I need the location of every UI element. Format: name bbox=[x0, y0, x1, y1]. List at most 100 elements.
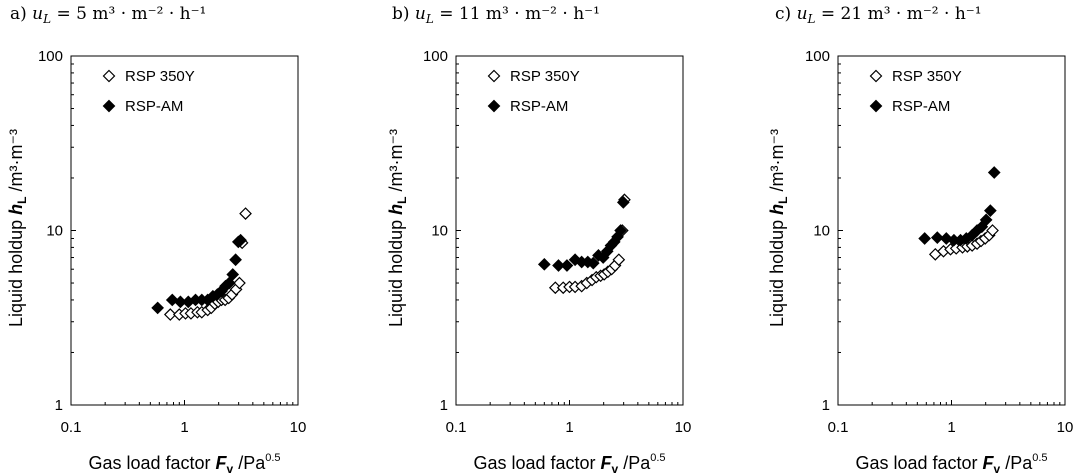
y-tick-label: 10 bbox=[46, 223, 63, 240]
data-point bbox=[222, 276, 236, 290]
legend-label: RSP-AM bbox=[892, 98, 950, 115]
x-tick-label: 0.1 bbox=[828, 419, 849, 436]
x-tick-label: 1 bbox=[180, 419, 188, 436]
panel-title: a) uL = 5 m³ · m⁻² · h⁻¹ bbox=[10, 4, 206, 26]
x-axis-label: Gas load factor Fv /Pa0.5 bbox=[88, 452, 280, 474]
data-point bbox=[939, 232, 953, 245]
series-rsp-350y bbox=[928, 224, 999, 261]
data-point bbox=[165, 293, 179, 307]
data-point bbox=[537, 257, 551, 271]
title-variable: u bbox=[32, 4, 43, 24]
x-tick-label: 0.1 bbox=[446, 419, 467, 436]
data-point bbox=[552, 259, 565, 272]
series-rsp-am bbox=[151, 233, 247, 315]
x-axis-label: Gas load factor Fv /Pa0.5 bbox=[855, 452, 1047, 474]
data-point bbox=[918, 232, 931, 245]
legend-marker bbox=[487, 69, 501, 83]
y-axis-unit: /m³·m⁻³ bbox=[386, 129, 406, 196]
y-axis-unit: /m³·m⁻³ bbox=[6, 129, 26, 196]
y-tick-label: 100 bbox=[805, 48, 830, 65]
data-point bbox=[616, 195, 630, 209]
y-tick-label: 1 bbox=[440, 397, 448, 414]
data-point bbox=[151, 301, 164, 315]
y-axis-subscript: L bbox=[15, 197, 29, 204]
data-point bbox=[239, 207, 252, 220]
x-tick-label: 0.1 bbox=[61, 419, 82, 436]
legend-label: RSP-AM bbox=[125, 98, 183, 115]
x-axis-label-text: Gas load factor bbox=[473, 453, 600, 473]
x-axis-superscript: 0.5 bbox=[1032, 452, 1047, 464]
y-axis-variable: h bbox=[386, 204, 406, 215]
legend-marker bbox=[102, 99, 116, 113]
panel-title: b) uL = 11 m³ · m⁻² · h⁻¹ bbox=[392, 4, 600, 26]
legend-label: RSP 350Y bbox=[510, 68, 580, 85]
x-axis-label-text: Gas load factor bbox=[88, 453, 215, 473]
panel-label: a) bbox=[10, 4, 32, 24]
data-point bbox=[987, 166, 1001, 179]
panel-label: c) bbox=[775, 4, 797, 24]
data-point bbox=[612, 253, 626, 267]
x-axis-variable: F bbox=[216, 453, 228, 473]
legend-label: RSP-AM bbox=[510, 98, 568, 115]
data-point bbox=[930, 231, 944, 244]
legend-marker bbox=[869, 69, 883, 83]
x-axis-unit: /Pa bbox=[1000, 453, 1033, 473]
x-axis-label: Gas load factor Fv /Pa0.5 bbox=[473, 452, 665, 474]
legend-label: RSP 350Y bbox=[125, 68, 195, 85]
series-rsp-350y bbox=[163, 207, 252, 321]
y-axis-label: Liquid holdup hL /m³·m⁻³ bbox=[767, 129, 790, 327]
y-axis-label: Liquid holdup hL /m³·m⁻³ bbox=[386, 129, 409, 327]
y-tick-label: 10 bbox=[431, 223, 448, 240]
y-axis-subscript: L bbox=[395, 197, 409, 204]
title-variable: u bbox=[415, 4, 426, 24]
series-rsp-am bbox=[537, 195, 630, 272]
data-point bbox=[614, 224, 627, 237]
panel-label: b) bbox=[392, 4, 415, 24]
data-point bbox=[233, 276, 246, 290]
title-variable: u bbox=[797, 4, 808, 24]
series-rsp-am bbox=[918, 166, 1001, 247]
legend: RSP 350Y RSP-AM bbox=[869, 68, 962, 115]
legend-marker bbox=[102, 69, 116, 83]
title-subscript: L bbox=[425, 12, 434, 26]
y-axis-unit: /m³·m⁻³ bbox=[767, 129, 787, 196]
data-point bbox=[586, 256, 600, 270]
legend-marker bbox=[869, 99, 883, 113]
y-axis-label: Liquid holdup hL /m³·m⁻³ bbox=[6, 129, 29, 327]
x-tick-label: 10 bbox=[290, 419, 307, 436]
x-axis-superscript: 0.5 bbox=[265, 452, 280, 464]
y-tick-label: 1 bbox=[822, 397, 830, 414]
y-axis-label-text: Liquid holdup bbox=[6, 215, 26, 327]
data-point bbox=[163, 308, 177, 321]
chart-panel-1: 0.1 1 10 1 10 100 a) uL = 5 m³ · m⁻² · h⁻¹ Gas … bbox=[6, 4, 306, 474]
x-tick-label: 10 bbox=[1057, 419, 1074, 436]
data-point bbox=[560, 259, 574, 272]
y-tick-label: 100 bbox=[38, 48, 63, 65]
data-point bbox=[979, 213, 993, 227]
title-subscript: L bbox=[807, 12, 816, 26]
x-tick-label: 1 bbox=[947, 419, 955, 436]
y-axis-variable: h bbox=[6, 204, 26, 215]
panel-title: c) uL = 21 m³ · m⁻² · h⁻¹ bbox=[775, 4, 982, 26]
y-axis-variable: h bbox=[767, 204, 787, 215]
y-axis-label-text: Liquid holdup bbox=[386, 215, 406, 327]
x-axis-subscript: v bbox=[227, 462, 234, 474]
y-axis-label-text: Liquid holdup bbox=[767, 215, 787, 327]
data-point bbox=[986, 224, 999, 237]
legend: RSP 350Y RSP-AM bbox=[487, 68, 580, 115]
data-point bbox=[226, 268, 240, 281]
y-tick-label: 1 bbox=[55, 397, 63, 414]
title-units: = 21 m³ · m⁻² · h⁻¹ bbox=[815, 4, 981, 24]
y-axis-subscript: L bbox=[776, 197, 790, 204]
legend-label: RSP 350Y bbox=[892, 68, 962, 85]
x-axis-label-text: Gas load factor bbox=[855, 453, 982, 473]
data-point bbox=[984, 204, 997, 217]
x-tick-label: 1 bbox=[565, 419, 573, 436]
data-point bbox=[234, 233, 247, 247]
x-axis-superscript: 0.5 bbox=[650, 452, 665, 464]
x-axis-subscript: v bbox=[994, 462, 1001, 474]
x-axis-unit: /Pa bbox=[618, 453, 651, 473]
